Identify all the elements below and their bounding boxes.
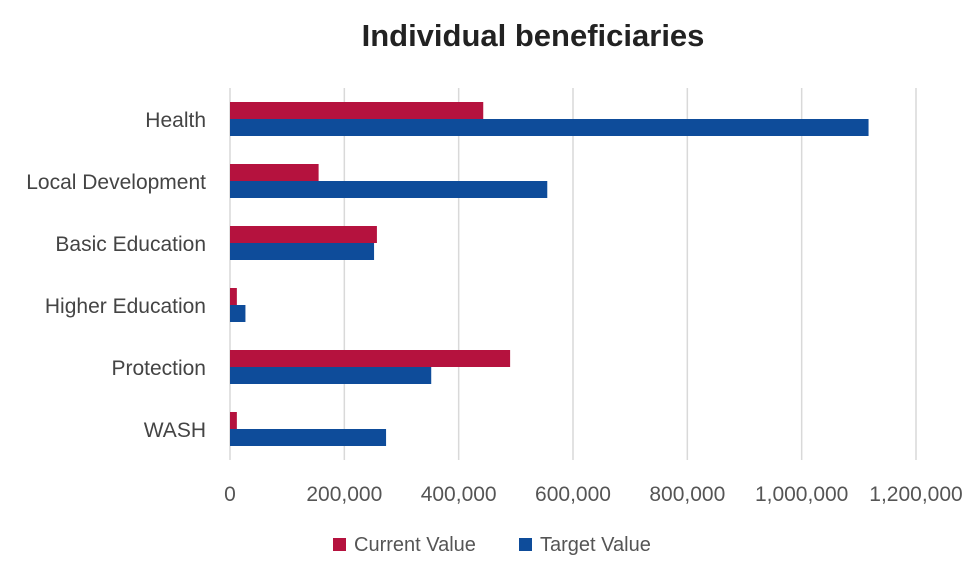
legend-label: Current Value <box>354 534 476 556</box>
legend-label: Target Value <box>540 534 651 556</box>
bar-target-value <box>230 119 869 136</box>
bar-target-value <box>230 305 246 322</box>
legend-swatch <box>519 538 532 551</box>
x-tick-label: 200,000 <box>306 483 382 506</box>
bars <box>230 102 869 446</box>
bar-target-value <box>230 429 387 446</box>
x-tick-label: 800,000 <box>649 483 725 506</box>
bar-current-value <box>230 288 237 305</box>
chart-title: Individual beneficiaries <box>362 18 705 53</box>
category-labels: Health Local Development Basic Education Hi… <box>26 109 206 442</box>
category-label: Protection <box>111 357 206 380</box>
legend-swatch <box>333 538 346 551</box>
x-tick-label: 1,000,000 <box>755 483 848 506</box>
bar-target-value <box>230 181 548 198</box>
bar-current-value <box>230 350 511 367</box>
legend: Current Value Target Value <box>333 534 651 556</box>
gridlines <box>229 88 917 460</box>
x-tick-label: 400,000 <box>421 483 497 506</box>
x-tick-label: 0 <box>224 483 236 506</box>
bar-current-value <box>230 102 484 119</box>
category-label: Higher Education <box>45 295 206 318</box>
bar-target-value <box>230 243 375 260</box>
category-label: WASH <box>144 419 206 442</box>
bar-current-value <box>230 164 319 181</box>
category-label: Health <box>145 109 206 132</box>
x-axis-tick-labels: 0 200,000 400,000 600,000 800,000 1,000,000 1,… <box>224 483 963 506</box>
x-tick-label: 1,200,000 <box>869 483 962 506</box>
bar-current-value <box>230 226 377 243</box>
bar-current-value <box>230 412 237 429</box>
x-tick-label: 600,000 <box>535 483 611 506</box>
category-label: Basic Education <box>55 233 206 256</box>
category-label: Local Development <box>26 171 206 194</box>
bar-target-value <box>230 367 432 384</box>
